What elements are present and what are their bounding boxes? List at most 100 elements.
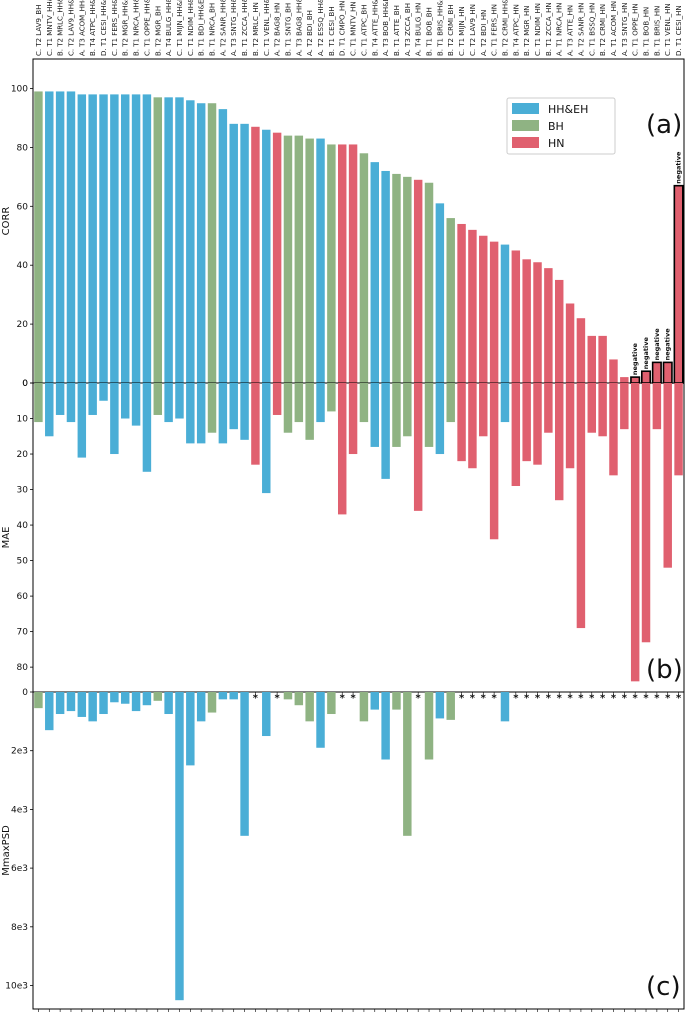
plot-frame xyxy=(32,382,685,693)
bar xyxy=(88,692,97,722)
bar xyxy=(207,383,217,433)
panel-1: 0 10 20 30 40 50 60 70 80 MAE (b) xyxy=(1,379,685,695)
category-label: A. T4 BULG_HH&EH xyxy=(165,0,173,56)
y-axis-label: MAE xyxy=(1,527,12,549)
bar xyxy=(533,262,542,383)
y-tick-label: 10 xyxy=(17,415,29,425)
bar xyxy=(424,383,434,447)
y-tick-label: 6e3 xyxy=(11,864,28,874)
y-tick-label: 50 xyxy=(17,557,29,567)
bar xyxy=(565,303,575,383)
bar xyxy=(424,182,434,383)
bar xyxy=(641,383,651,643)
bar xyxy=(175,97,184,383)
bar xyxy=(77,94,87,383)
bar xyxy=(457,383,466,462)
bar xyxy=(479,383,488,437)
category-label: B. T1 BDI_HH&EH xyxy=(198,0,206,56)
y-tick-label: 60 xyxy=(17,592,29,602)
category-label: B. T2 MRLC_HN xyxy=(252,2,260,56)
missing-marker: * xyxy=(546,693,552,704)
category-label: C. T1 NDIM_HH&EH xyxy=(187,0,195,56)
y-tick-label: 0 xyxy=(22,379,28,389)
category-label: A. T3 ZCCA_BH xyxy=(404,3,412,56)
bar xyxy=(99,383,108,401)
missing-marker: * xyxy=(275,693,281,704)
category-label: A. T1 NRCA_HN xyxy=(556,3,564,57)
missing-marker: * xyxy=(524,693,530,704)
bar xyxy=(272,132,282,383)
bar xyxy=(392,173,401,383)
bar xyxy=(403,692,412,836)
missing-marker: * xyxy=(622,693,628,704)
bar xyxy=(381,170,390,383)
y-axis-label: MmaxPSD xyxy=(1,825,12,876)
bar xyxy=(489,241,499,383)
legend-label: BH xyxy=(548,120,564,133)
category-label: C. T2 LAV9_HH&EH xyxy=(68,0,76,56)
bar xyxy=(305,692,314,722)
bar xyxy=(66,383,76,423)
bar xyxy=(544,383,553,433)
bar xyxy=(294,383,304,423)
category-label: D. T1 CMPO_HN xyxy=(339,1,347,56)
missing-marker: * xyxy=(665,693,671,704)
bar xyxy=(110,692,119,703)
bar xyxy=(45,383,54,437)
category-label: A. T2 SANR_HN xyxy=(577,2,585,56)
y-tick-label: 40 xyxy=(17,261,29,271)
bar xyxy=(186,383,195,444)
bar xyxy=(413,383,423,511)
legend-label: HN xyxy=(548,137,565,150)
negative-annotation: negative xyxy=(675,151,683,184)
panel-label: (c) xyxy=(646,972,681,1002)
bar xyxy=(359,153,369,383)
bar xyxy=(533,383,542,465)
category-label: B. T1 NRCA_HH&EH xyxy=(133,0,141,56)
bar xyxy=(45,91,54,383)
bar xyxy=(651,361,662,384)
category-label: B. T4 ATTE_HH&EH xyxy=(371,0,379,56)
panel-label: (b) xyxy=(646,655,683,685)
category-label: A. T3 BOB_HH&EH xyxy=(382,0,390,56)
bar xyxy=(305,383,314,440)
category-label: B. T1 BRIS_HH&EH xyxy=(436,0,444,56)
bar xyxy=(500,244,510,383)
y-tick-label: 4e3 xyxy=(11,805,28,815)
bar xyxy=(337,383,347,515)
bar xyxy=(240,123,249,383)
bar xyxy=(403,176,412,383)
bar xyxy=(218,383,228,444)
bar xyxy=(66,91,76,383)
bar xyxy=(392,383,401,447)
bar xyxy=(662,361,673,384)
bar xyxy=(240,692,249,836)
bar xyxy=(229,123,238,383)
bar xyxy=(359,383,369,423)
bar xyxy=(55,383,65,415)
y-tick-label: 10e3 xyxy=(5,982,28,992)
bar xyxy=(598,335,607,383)
category-label: B. T1 BRIS_HN xyxy=(653,6,661,56)
category-label: A. T2 BDI_HN xyxy=(480,10,488,56)
y-axis-label: CORR xyxy=(1,207,12,236)
bar xyxy=(468,229,477,383)
missing-marker: * xyxy=(643,693,649,704)
category-label: C. T1 MNTV_HN xyxy=(350,1,358,56)
y-tick-label: 2e3 xyxy=(11,747,28,757)
bar xyxy=(283,383,293,433)
bar xyxy=(34,692,43,709)
category-label: B. T2 MRLC_HH&EH xyxy=(57,0,65,56)
bar xyxy=(413,179,423,383)
bar xyxy=(77,692,87,717)
bar xyxy=(218,109,228,384)
bar xyxy=(630,376,641,384)
y-tick-label: 0 xyxy=(22,379,28,389)
plot-frame xyxy=(32,691,685,1010)
missing-marker: * xyxy=(459,693,465,704)
bar xyxy=(435,692,445,719)
category-label: C. T1 OPPE_HN xyxy=(632,3,640,56)
y-tick-label: 0 xyxy=(22,688,28,698)
category-label: A. T3 ACOM_HH&EH xyxy=(78,0,86,56)
